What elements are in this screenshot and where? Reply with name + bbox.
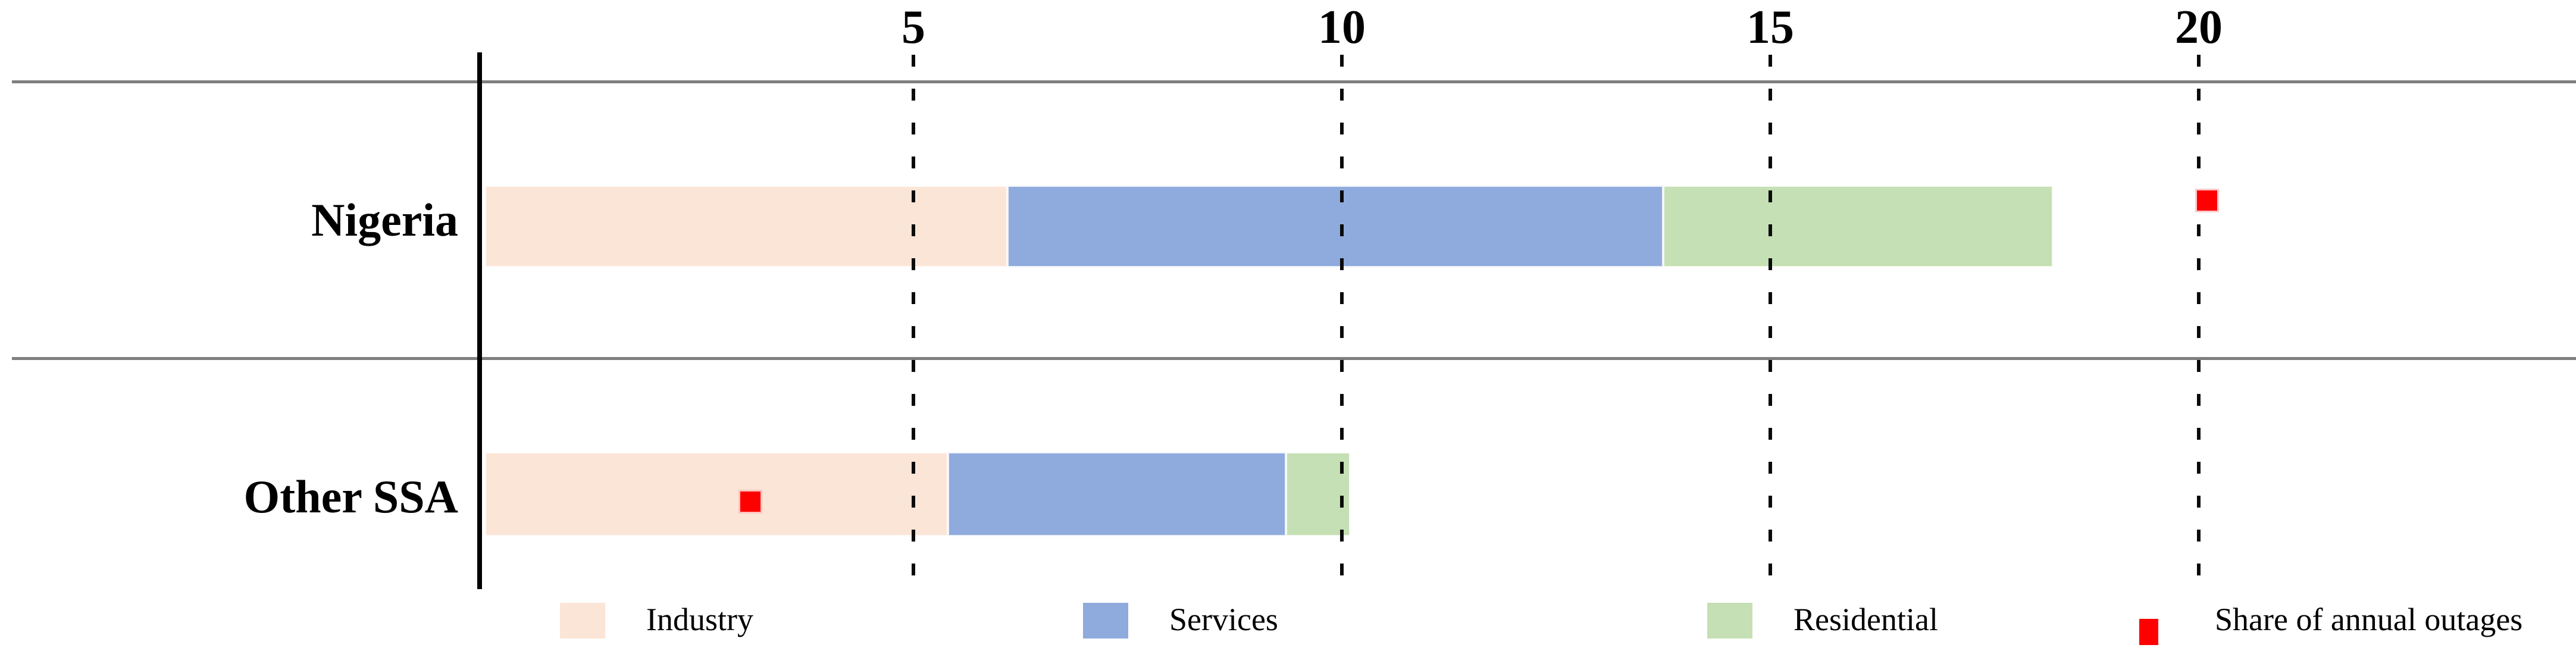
legend-swatch-residential (1707, 603, 1752, 639)
x-tick-label-10: 10 (1318, 1, 1366, 54)
row-separator-middle (12, 357, 2576, 360)
gridline-20 (2197, 55, 2201, 589)
bar-segment-residential-other-ssa (1286, 452, 1351, 536)
gridline-15 (1769, 55, 1772, 589)
bar-segment-industry-other-ssa (485, 452, 948, 536)
legend-label-services: Services (1169, 602, 1278, 637)
x-tick-label-15: 15 (1746, 1, 1794, 54)
legend-label-outages: Share of annual outages (2215, 602, 2523, 637)
gridline-10 (1340, 55, 1344, 589)
legend-label-industry: Industry (646, 602, 753, 637)
bar-segment-services-other-ssa (947, 452, 1287, 536)
x-tick-label-5: 5 (902, 1, 925, 54)
legend-swatch-industry (560, 603, 605, 639)
category-label-nigeria: Nigeria (311, 194, 458, 246)
outage-marker-nigeria (2197, 190, 2218, 211)
y-axis-line (477, 52, 482, 589)
bar-segment-industry-nigeria (485, 186, 1008, 267)
gridline-5 (912, 55, 915, 589)
legend-swatch-services (1083, 603, 1128, 639)
row-separator-top (12, 80, 2576, 83)
legend-label-residential: Residential (1794, 602, 1938, 637)
legend-swatch-outages (2139, 619, 2158, 645)
category-label-other-ssa: Other SSA (243, 471, 458, 522)
bar-segment-services-nigeria (1007, 186, 1663, 267)
bar-segment-residential-nigeria (1663, 186, 2054, 267)
x-tick-label-20: 20 (2175, 1, 2223, 54)
outage-marker-other-ssa (740, 492, 761, 512)
